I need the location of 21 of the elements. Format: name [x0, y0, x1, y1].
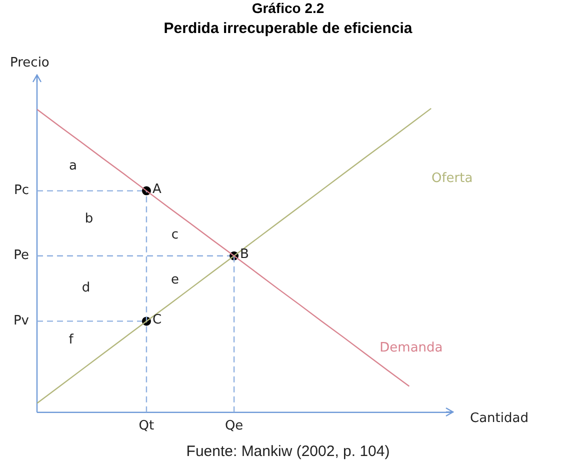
annotation: A: [152, 182, 162, 198]
annotation: f: [68, 332, 74, 348]
ref-line-label: Pv: [13, 314, 30, 329]
annotation: B: [240, 247, 249, 262]
annotation: C: [152, 312, 162, 328]
source-note: Fuente: Mankiw (2002, p. 104): [186, 443, 390, 460]
ref-line-label: Pe: [14, 248, 29, 264]
annotation: d: [82, 280, 90, 296]
chart-title: Gráfico 2.2: [252, 0, 324, 16]
annotation: c: [171, 227, 179, 242]
ref-line-label: Pc: [14, 183, 29, 198]
y-axis-title: Precio: [10, 55, 50, 70]
annotation: a: [69, 158, 77, 174]
x-axis-title: Cantidad: [470, 410, 528, 426]
annotation: e: [171, 272, 179, 288]
annotation: b: [84, 211, 94, 226]
text: Oferta: [431, 170, 473, 186]
chart-subtitle: Perdida irrecuperable de eficiencia: [164, 20, 413, 38]
x-tick-label: Qe: [224, 418, 244, 434]
series-label: Demanda: [380, 340, 443, 356]
x-tick-label: Qt: [138, 418, 154, 434]
